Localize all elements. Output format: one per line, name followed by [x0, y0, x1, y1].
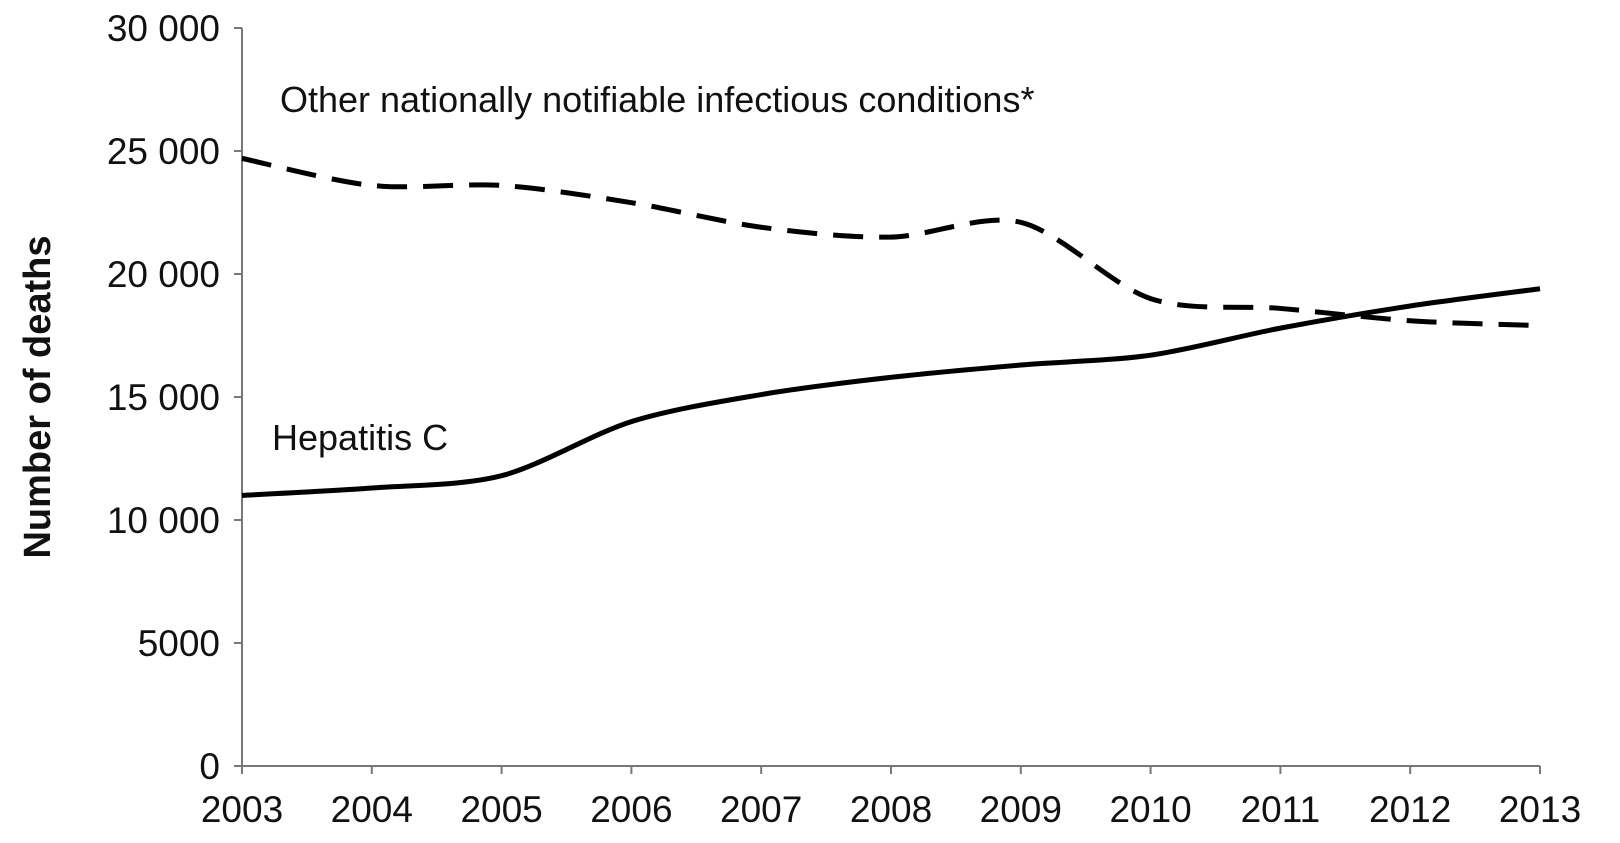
- series-line-other-conditions: [242, 158, 1540, 325]
- x-tick-label: 2006: [590, 789, 672, 830]
- y-tick-label: 5000: [138, 623, 220, 664]
- x-tick-label: 2011: [1241, 789, 1321, 830]
- y-ticks: 0 5000 10 000 15 000 20 000 25 000 30 000: [107, 8, 242, 787]
- x-tick-label: 2008: [850, 789, 932, 830]
- y-tick-label: 10 000: [107, 500, 220, 541]
- x-tick-label: 2004: [331, 789, 413, 830]
- series-line-hepatitis-c: [242, 289, 1540, 496]
- series-label-other-conditions: Other nationally notifiable infectious c…: [280, 79, 1034, 120]
- x-tick-label: 2003: [201, 789, 283, 830]
- x-tick-label: 2009: [980, 789, 1062, 830]
- y-tick-label: 20 000: [107, 254, 220, 295]
- y-tick-label: 25 000: [107, 131, 220, 172]
- series-label-hepatitis-c: Hepatitis C: [272, 417, 448, 458]
- x-ticks: 2003 2004 2005 2006 2007 2008 2009 2010 2011 2012…: [201, 766, 1581, 830]
- x-tick-label: 2012: [1369, 789, 1451, 830]
- y-tick-label: 0: [199, 746, 220, 787]
- y-tick-label: 15 000: [107, 377, 220, 418]
- x-tick-label: 2010: [1109, 789, 1191, 830]
- y-tick-label: 30 000: [107, 8, 220, 49]
- x-tick-label: 2005: [460, 789, 542, 830]
- x-tick-label: 2013: [1499, 789, 1581, 830]
- x-tick-label: 2007: [720, 789, 802, 830]
- y-axis-title: Number of deaths: [17, 235, 59, 558]
